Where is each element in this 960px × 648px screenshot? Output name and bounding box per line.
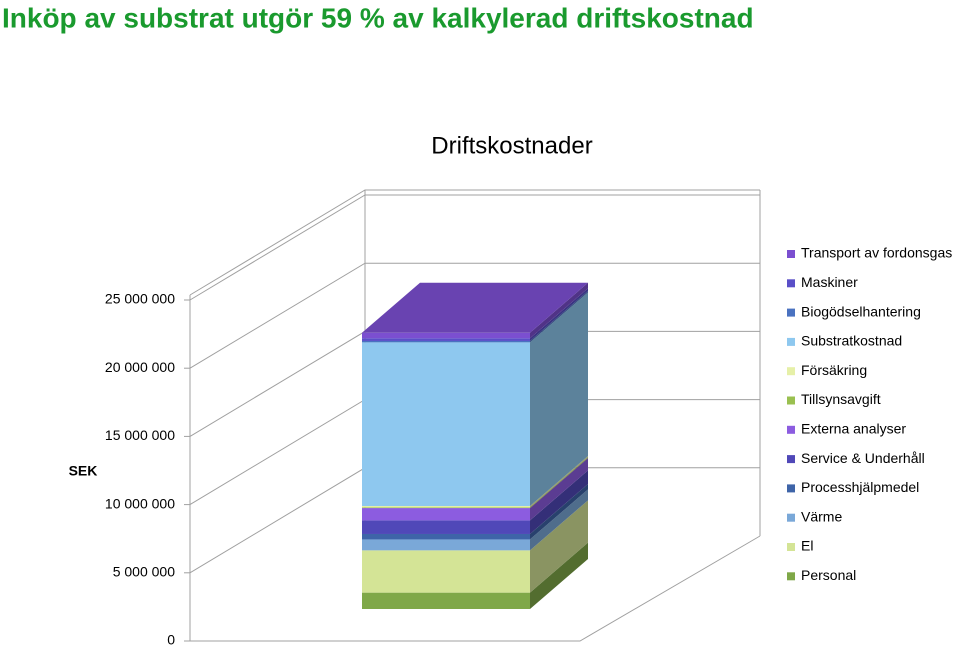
y-tick-label: 20 000 000: [105, 359, 175, 375]
bar-segment-side: [530, 282, 588, 339]
bar-segment-side: [530, 542, 588, 609]
y-tick-label: 10 000 000: [105, 495, 175, 511]
legend-swatch: [787, 308, 795, 317]
bar-segment: [362, 539, 530, 551]
bar-segment-side: [530, 288, 588, 341]
legend-label: Service & Underhåll: [801, 450, 925, 466]
legend-label: Biogödselhantering: [801, 303, 921, 319]
bar-segment: [362, 332, 530, 339]
legend-swatch: [787, 337, 795, 346]
bar-segment-side: [530, 290, 588, 343]
heading: Inköp av substrat utgör 59 % av kalkyler…: [2, 2, 754, 33]
legend-swatch: [787, 572, 795, 581]
bar-segment: [362, 592, 530, 609]
grid-line: [189, 194, 760, 301]
y-tick-label: 5 000 000: [113, 564, 175, 580]
y-tick-label: 0: [167, 632, 175, 648]
chart-title: Driftskostnader: [431, 132, 592, 159]
bar-segment: [362, 533, 530, 540]
bar-segment-side: [530, 292, 588, 507]
legend-label: Personal: [801, 567, 856, 583]
bar-segment-side: [530, 489, 588, 551]
bar-segment-side: [530, 458, 588, 521]
bar-segment: [362, 507, 530, 509]
wall-top: [189, 189, 760, 296]
y-tick-label: 15 000 000: [105, 427, 175, 443]
bar-segment-side: [530, 456, 588, 508]
y-axis-label: SEK: [69, 463, 98, 479]
legend-label: El: [801, 538, 813, 554]
legend-swatch: [787, 513, 795, 522]
bar-segment-side: [530, 470, 588, 534]
legend-swatch: [787, 543, 795, 551]
legend-swatch: [787, 425, 795, 434]
bar-segment: [362, 550, 530, 593]
legend-swatch: [787, 250, 795, 258]
bar-segment-side: [530, 457, 588, 509]
bar-segment-side: [530, 483, 588, 540]
y-tick-label: 25 000 000: [105, 291, 175, 307]
legend-label: Processhjälpmedel: [801, 479, 919, 495]
legend-swatch: [787, 396, 795, 405]
bar-segment: [362, 506, 530, 508]
bar-segment: [362, 342, 530, 507]
bar-segment: [362, 508, 530, 521]
bar-segment: [362, 520, 530, 534]
legend-label: Försäkring: [801, 362, 867, 378]
legend-swatch: [787, 279, 795, 288]
legend-swatch: [787, 455, 795, 464]
legend-label: Tillsynsavgift: [801, 391, 881, 407]
grid-line: [189, 262, 760, 369]
floor-edge: [190, 535, 761, 642]
legend-label: Maskiner: [801, 274, 858, 290]
bar-top: [362, 282, 588, 333]
legend-swatch: [787, 484, 795, 493]
bar-segment-side: [530, 500, 588, 593]
legend-label: Substratkostnad: [801, 333, 902, 349]
legend-label: Värme: [801, 508, 842, 524]
legend-swatch: [787, 367, 795, 376]
legend-label: Externa analyser: [801, 421, 906, 437]
bar-segment: [362, 340, 530, 343]
bar-segment: [362, 338, 530, 341]
legend-label: Transport av fordonsgas: [801, 245, 952, 261]
